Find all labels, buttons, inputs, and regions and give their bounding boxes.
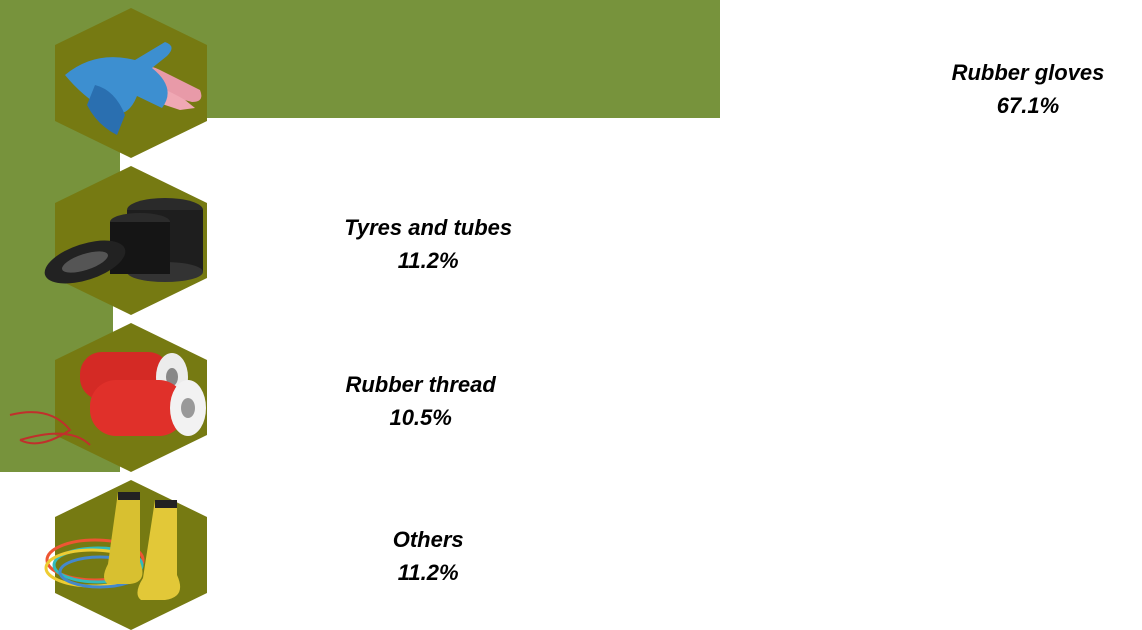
icon-tyres — [44, 166, 207, 315]
value-label: 10.5% — [389, 405, 452, 430]
bar-label: Others 11.2% — [344, 523, 512, 589]
value-label: 11.2% — [397, 560, 459, 585]
category-label: Rubber gloves — [951, 60, 1105, 85]
bar-label: Rubber thread 10.5% — [337, 368, 505, 434]
category-label: Tyres and tubes — [344, 215, 513, 240]
category-label: Others — [392, 527, 464, 552]
icon-gloves — [55, 8, 207, 158]
bar-label: Rubber gloves 67.1% — [944, 56, 1112, 122]
value-label: 11.2% — [397, 248, 459, 273]
icon-others — [44, 480, 207, 630]
bar-label: Tyres and tubes 11.2% — [344, 211, 512, 277]
category-label: Rubber thread — [345, 372, 496, 397]
value-label: 67.1% — [996, 93, 1060, 118]
icon-thread — [9, 323, 207, 472]
